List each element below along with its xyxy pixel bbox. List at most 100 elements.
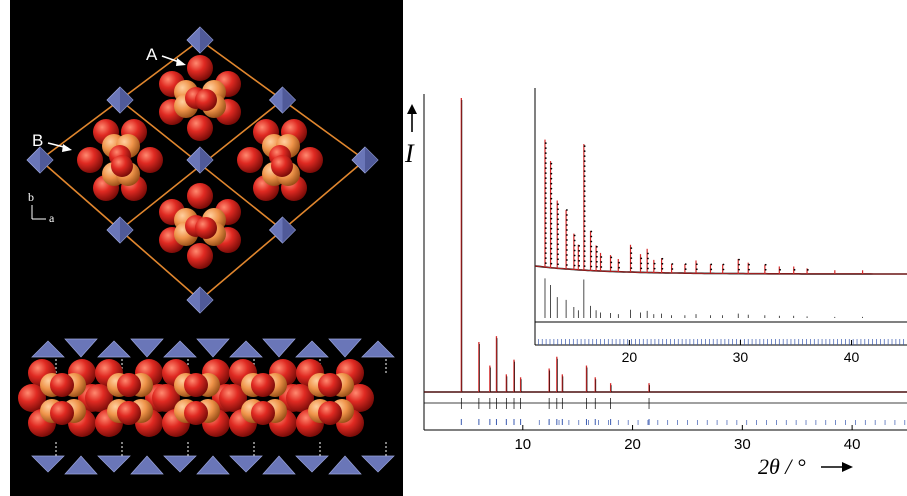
x-tick-label-main: 20: [624, 436, 641, 453]
inset-obs-point: [578, 254, 581, 257]
inset-obs-point: [583, 165, 586, 168]
inset-obs-point: [661, 257, 664, 260]
inset-obs-point: [671, 263, 674, 265]
inset-obs-point: [583, 230, 586, 233]
oxygen-atom: [251, 373, 275, 397]
layer-polyhedron-bottom: [229, 455, 263, 473]
inset-obs-point: [578, 264, 581, 267]
oxygen-atom: [50, 401, 74, 425]
inset-obs-point: [583, 170, 586, 173]
oxygen-atom: [195, 217, 217, 239]
tetrahedron-shade: [365, 147, 378, 173]
layer-polyhedron-bottom: [262, 455, 296, 475]
y-axis-label-group: I: [404, 104, 417, 168]
inset-obs-point: [544, 172, 547, 175]
x-tick-label-inset: 30: [733, 349, 749, 365]
inset-obs-point: [544, 177, 547, 180]
inset-obs-point: [550, 172, 553, 175]
oxygen-atom: [219, 384, 247, 412]
inset-obs-point: [583, 155, 586, 158]
inset-obs-point: [748, 263, 750, 266]
oxygen-atom: [184, 401, 208, 425]
layer-polyhedron-top: [262, 338, 296, 358]
inset-obs-point: [565, 234, 568, 236]
inset-obs-point: [583, 200, 586, 203]
layer-polyhedron-top: [196, 338, 230, 358]
inset-obs-point: [738, 263, 740, 266]
inset-obs-point: [550, 237, 553, 240]
inset-obs-point: [595, 250, 598, 253]
inset-obs-point: [583, 260, 586, 263]
inset-obs-point: [544, 217, 547, 220]
inset-obs-point: [544, 182, 547, 185]
inset-obs-point: [544, 192, 547, 195]
inset-obs-point: [748, 268, 750, 271]
inset-obs-point: [544, 152, 547, 155]
x-axis-label-group: 2θ / °: [758, 454, 853, 479]
inset-obs-point: [557, 213, 559, 216]
x-tick-label-main: 30: [734, 436, 751, 453]
inset-calc-background: [534, 265, 907, 275]
inset-obs-point: [544, 237, 547, 240]
inset-obs-point: [583, 205, 586, 208]
inset-obs-point: [590, 235, 593, 238]
layer-polyhedron-bottom: [31, 455, 65, 473]
inset-obs-point: [590, 250, 593, 253]
inset-obs-point: [647, 267, 649, 270]
inset-obs-point: [583, 245, 586, 248]
inset-obs-point: [806, 268, 809, 271]
inset-obs-point: [550, 232, 553, 235]
inset-obs-point: [647, 252, 649, 255]
layer-polyhedron-bottom: [361, 455, 395, 473]
layer-polyhedron-bottom: [64, 455, 98, 475]
layer-polyhedron-top: [163, 340, 197, 358]
inset-obs-point: [738, 258, 740, 261]
x-tick-label-main: 10: [514, 436, 531, 453]
layer-polyhedron-top: [328, 338, 362, 358]
inset-obs-point: [630, 267, 633, 269]
inset-obs-point: [583, 160, 586, 163]
layer-polyhedron-top: [229, 340, 263, 358]
inset-obs-point: [764, 268, 767, 271]
inset-obs-point: [610, 261, 613, 264]
inset-obs-point: [695, 263, 698, 266]
layer-view: [18, 338, 395, 475]
polyhedra: [26, 26, 379, 314]
tetrahedron-shade: [282, 87, 296, 113]
inset-obs-point: [583, 195, 586, 198]
inset-obs-point: [661, 262, 664, 265]
inset-obs-point: [573, 249, 576, 252]
layer-polyhedron-bottom: [196, 455, 230, 475]
axis-a-label: a: [49, 211, 55, 225]
inset-obs-point: [583, 185, 586, 188]
inset-obs-point: [573, 244, 576, 247]
inset-obs-point: [595, 260, 598, 263]
inset-obs-point: [550, 177, 553, 180]
layer-polyhedron-bottom: [163, 455, 197, 473]
inset-obs-point: [583, 225, 586, 228]
inset-obs-point: [550, 257, 553, 260]
inset-obs-point: [544, 187, 547, 190]
inset-obs-point: [695, 268, 698, 271]
inset-obs-point: [565, 219, 568, 221]
layer-polyhedron-top: [31, 340, 65, 358]
inset-obs-point: [550, 212, 553, 215]
tetrahedron-shade: [120, 217, 133, 243]
inset-obs-point: [544, 247, 547, 250]
oxygen-atom: [346, 384, 374, 412]
layer-polyhedron-top: [130, 338, 164, 358]
inset-obs-point: [550, 162, 553, 165]
inset-obs-point: [590, 240, 593, 243]
inset-obs-point: [583, 250, 586, 253]
tetrahedron-shade: [200, 287, 213, 313]
inset-obs-point: [618, 261, 620, 264]
layer-polyhedron-top: [361, 340, 395, 358]
y-arrow-head: [407, 104, 417, 114]
inset-obs-point: [630, 252, 633, 254]
oxygen-atom: [184, 373, 208, 397]
main-plot: 10 20 30 40: [423, 94, 907, 453]
inset-obs-point: [595, 265, 598, 268]
inset-obs-point: [590, 260, 593, 263]
inset-obs-point: [544, 162, 547, 165]
layer-polyhedron-bottom: [130, 455, 164, 475]
